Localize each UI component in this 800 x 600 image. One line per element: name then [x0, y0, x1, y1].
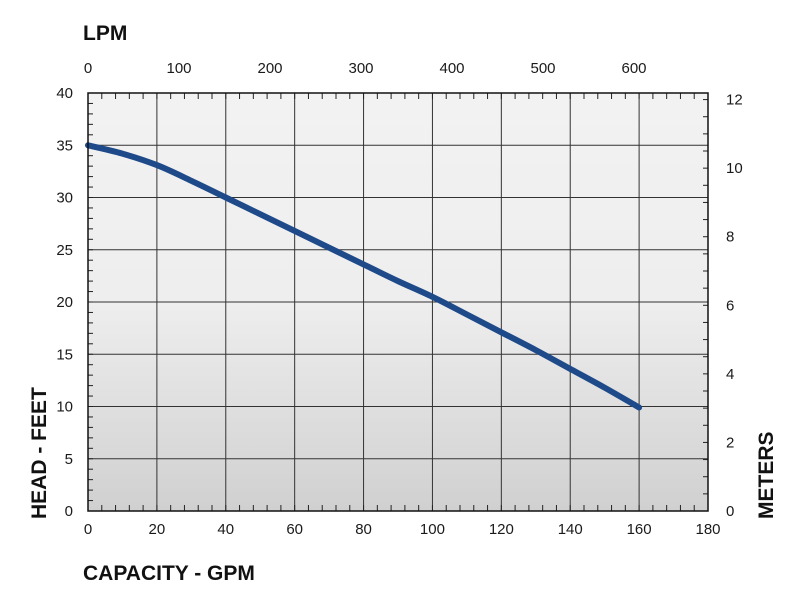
y-tick-label: 15	[56, 346, 73, 363]
x2-tick-label: 200	[257, 60, 282, 77]
y2-tick-label: 6	[726, 297, 734, 314]
series-line	[85, 142, 643, 411]
grid-lines	[88, 93, 708, 511]
x-tick-label: 100	[420, 521, 445, 538]
x-tick-label: 160	[627, 521, 652, 538]
x2-tick-label: 0	[84, 60, 92, 77]
y-tick-label: 0	[65, 503, 73, 520]
y2-tick-label: 2	[726, 434, 734, 451]
y-axis-title: HEAD - FEET	[28, 387, 51, 519]
x-tick-label: 140	[558, 521, 583, 538]
y-tick-label: 30	[56, 190, 73, 207]
plot-frame	[87, 92, 709, 512]
y2-tick-label: 12	[726, 92, 743, 109]
x2-tick-label: 500	[530, 60, 555, 77]
x2-tick-label: 600	[621, 60, 646, 77]
x2-axis-title: LPM	[83, 22, 127, 45]
y2-tick-label: 10	[726, 160, 743, 177]
y-tick-label: 10	[56, 399, 73, 416]
y-tick-label: 35	[56, 137, 73, 154]
tick-labels: 0 20 40 60 80 100 120 140 160 1800510152025303540…	[56, 60, 742, 538]
x-tick-label: 60	[286, 521, 303, 538]
x-tick-label: 0	[84, 521, 92, 538]
x2-tick-label: 300	[348, 60, 373, 77]
x-tick-label: 80	[355, 521, 372, 538]
x-tick-label: 20	[149, 521, 166, 538]
y-tick-label: 40	[56, 85, 73, 102]
y2-tick-label: 0	[726, 503, 734, 520]
y-tick-label: 20	[56, 294, 73, 311]
y-tick-label: 25	[56, 242, 73, 259]
x2-tick-label: 400	[439, 60, 464, 77]
y2-tick-label: 4	[726, 366, 734, 383]
axes	[87, 92, 709, 512]
x-axis-title: CAPACITY - GPM	[83, 562, 255, 585]
x-tick-label: 180	[695, 521, 720, 538]
x-tick-label: 120	[489, 521, 514, 538]
minor-ticks	[87, 92, 709, 512]
series-layer	[85, 142, 643, 411]
y-tick-label: 5	[65, 451, 73, 468]
y2-tick-label: 8	[726, 229, 734, 246]
y2-axis-title: METERS	[755, 431, 778, 519]
x2-tick-label: 100	[166, 60, 191, 77]
x-tick-label: 40	[217, 521, 234, 538]
